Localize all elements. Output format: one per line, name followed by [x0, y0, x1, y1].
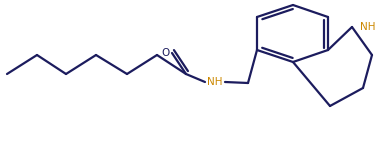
Text: NH: NH — [207, 77, 223, 87]
Text: O: O — [161, 48, 169, 58]
Text: NH: NH — [360, 22, 375, 32]
